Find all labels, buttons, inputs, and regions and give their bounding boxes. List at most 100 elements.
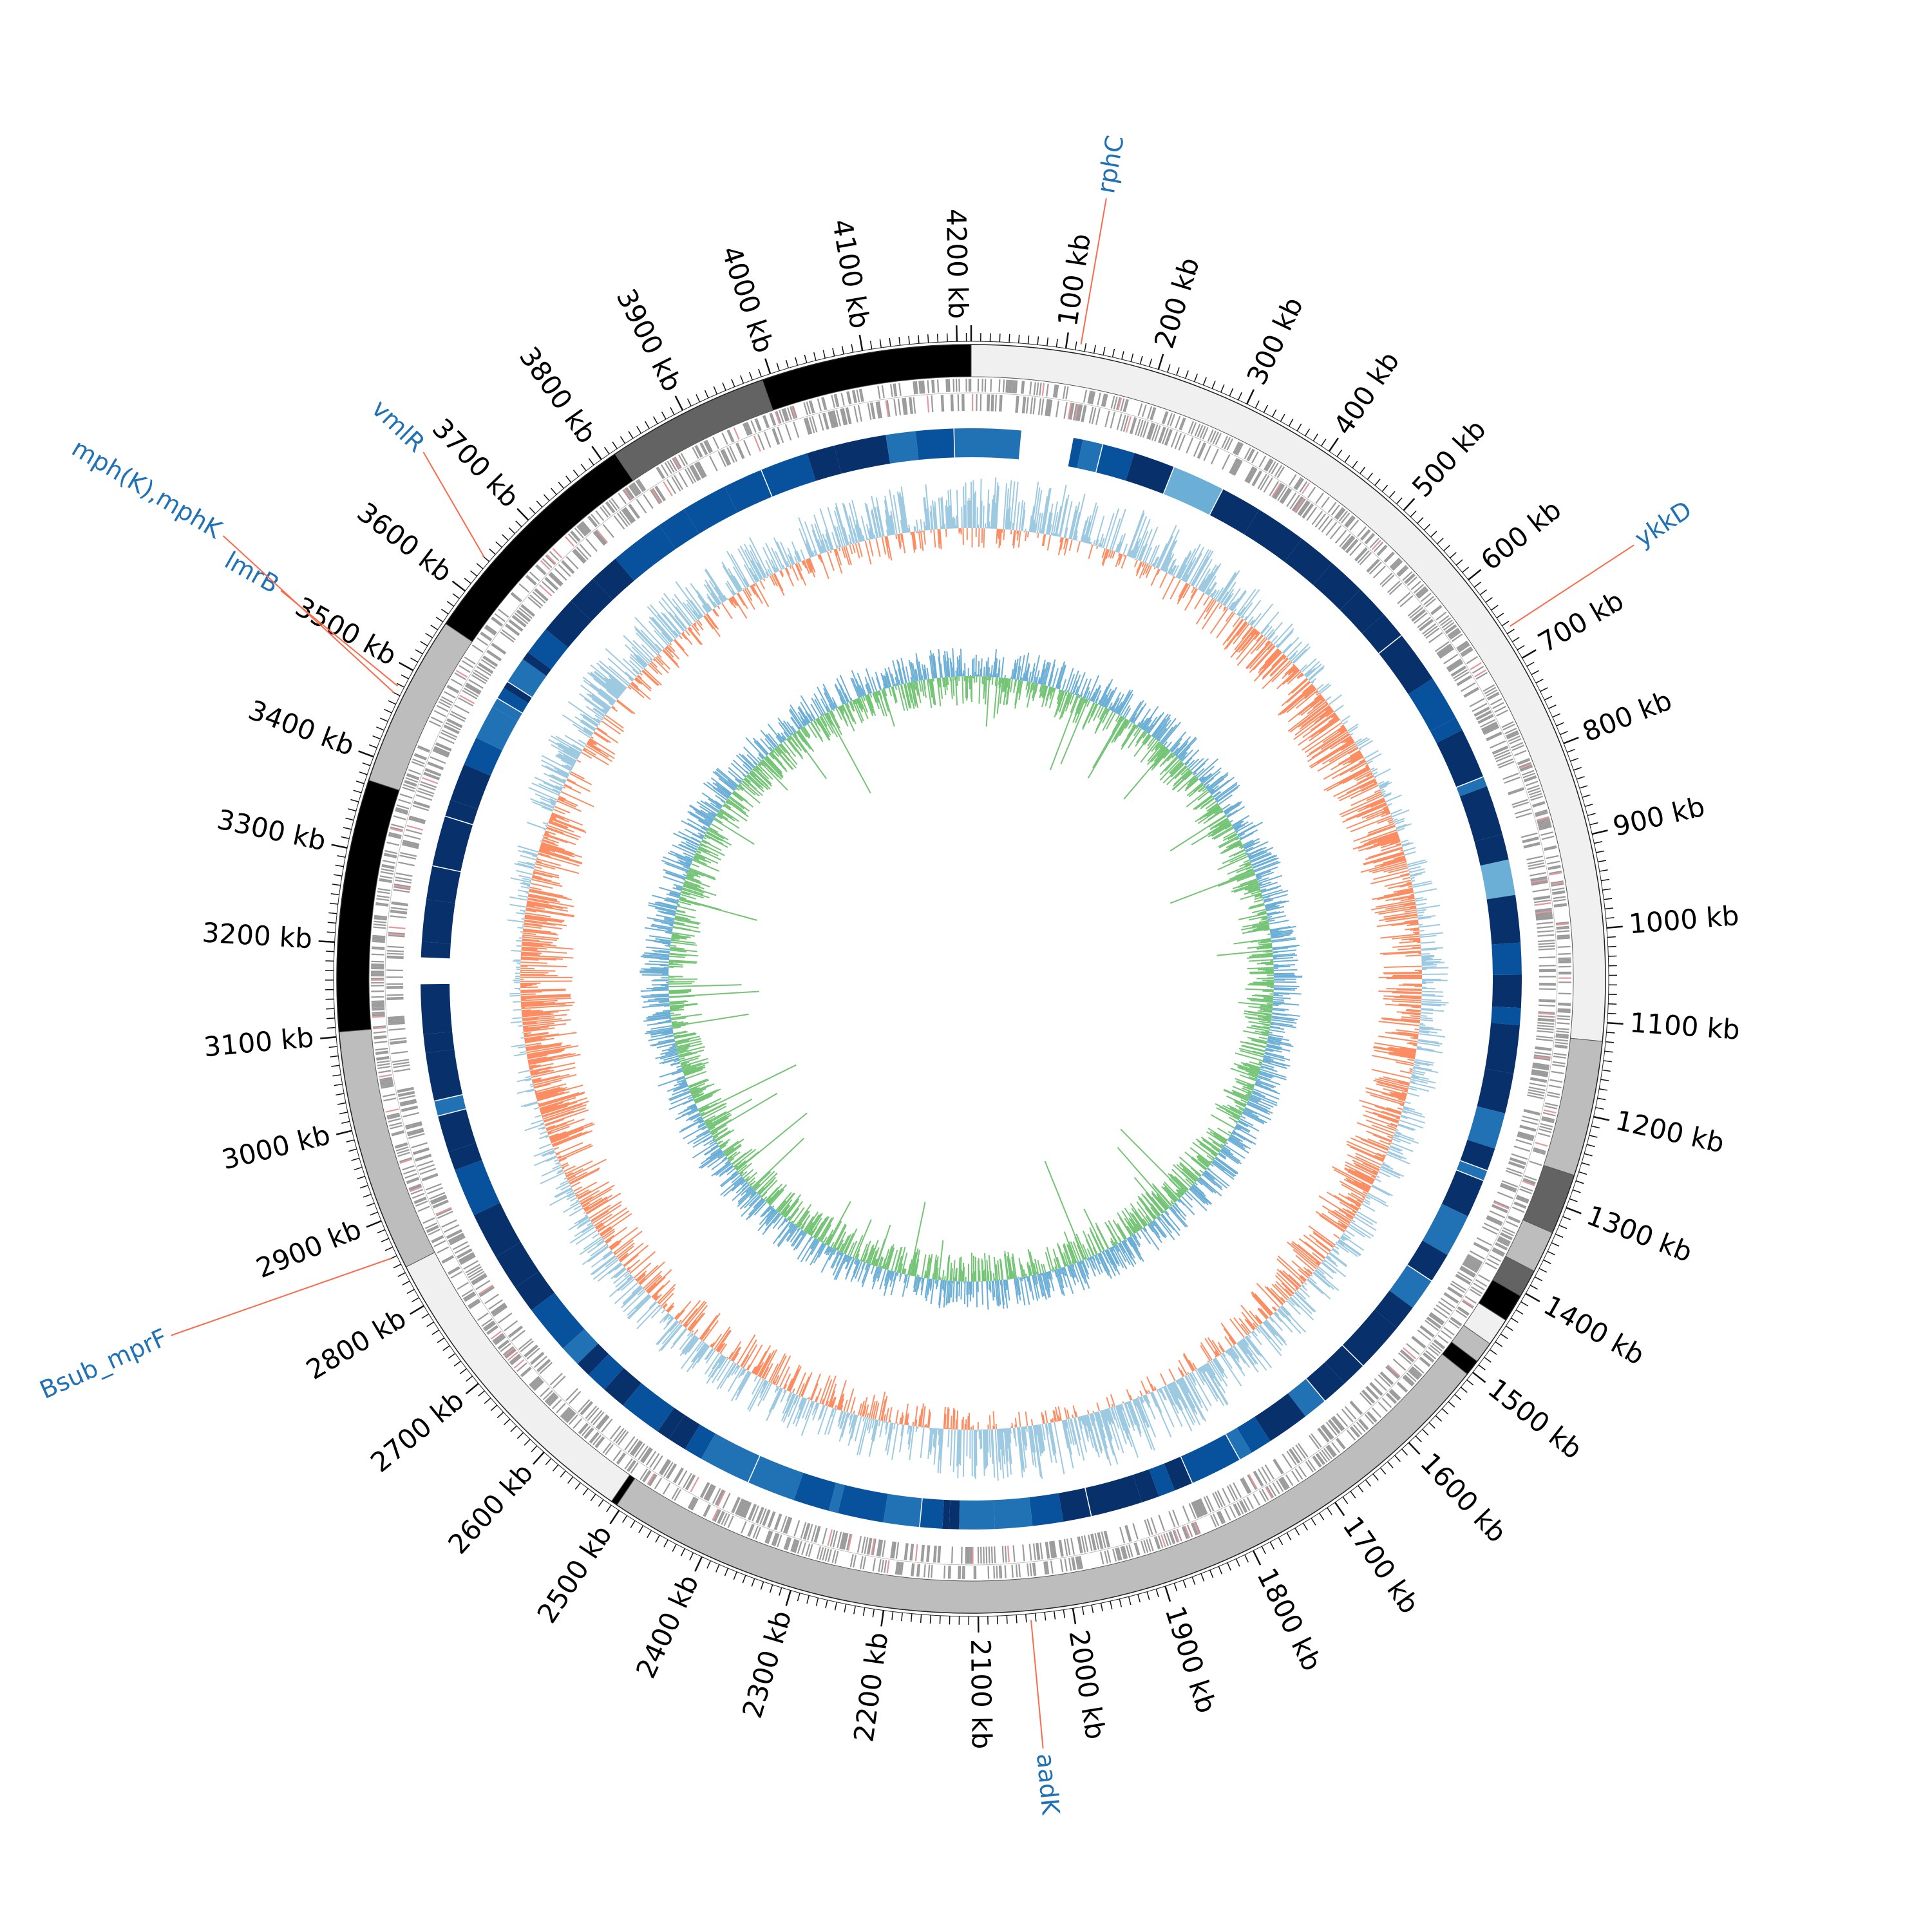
gene-feature-mark (1506, 1220, 1519, 1227)
gene-feature-mark (1195, 1521, 1201, 1534)
gc-content-bar (1169, 568, 1173, 575)
gc-content-bar (1191, 587, 1195, 594)
gene-feature-mark (1071, 1557, 1075, 1571)
gene-feature-mark (486, 624, 497, 634)
gene-feature-mark (428, 720, 441, 728)
gene-feature-mark (1435, 1304, 1451, 1316)
gc-content-bar (1021, 509, 1026, 531)
identity-block (423, 1031, 455, 1054)
gene-feature-mark (1318, 516, 1330, 530)
gene-feature-mark (1410, 580, 1421, 591)
gc-content-bar (868, 539, 874, 557)
gene-feature-mark (399, 1158, 413, 1164)
gene-feature-mark (432, 750, 449, 758)
gc-content-bar (520, 1037, 525, 1039)
gene-feature-mark (821, 397, 826, 410)
gene-feature-mark (1203, 1496, 1212, 1513)
gene-feature-mark (407, 1129, 424, 1135)
gene-feature-mark (1217, 1490, 1226, 1506)
gene-feature-mark (1459, 1267, 1475, 1278)
gene-feature-mark (948, 379, 951, 392)
gene-feature-mark (444, 724, 460, 734)
gc-content-bar (1010, 529, 1012, 535)
gene-feature-mark (1240, 1500, 1248, 1513)
gene-feature-mark (394, 1142, 408, 1148)
gc-content-bar (526, 908, 574, 918)
gene-feature-mark (1369, 1383, 1383, 1396)
gene-feature-mark (918, 1564, 921, 1577)
gene-feature-mark (425, 1183, 442, 1191)
gene-feature-mark (1537, 819, 1550, 824)
gc-content-bar (1168, 558, 1177, 574)
gene-feature-mark (446, 1229, 462, 1238)
gene-feature-mark (715, 1490, 725, 1506)
gene-feature-mark (767, 1511, 775, 1528)
gene-feature-mark (934, 1546, 937, 1563)
gc-content-bar (1223, 594, 1232, 606)
gene-feature-mark (1390, 1390, 1400, 1400)
gene-feature-mark (580, 1401, 592, 1415)
gc-content-bar (1273, 623, 1293, 645)
gene-feature-mark (1502, 723, 1515, 731)
gene-feature-mark (446, 686, 459, 694)
gene-feature-mark (1168, 1511, 1176, 1528)
gene-feature-mark (1158, 1515, 1166, 1531)
gc-content-bar (1076, 541, 1081, 553)
gene-feature-mark (460, 1255, 476, 1265)
gene-feature-mark (1456, 640, 1468, 649)
gene-feature-mark (1336, 509, 1346, 520)
gene-feature-mark (793, 421, 800, 438)
gc-content-bar (538, 1103, 540, 1104)
gene-feature-mark (723, 1513, 730, 1526)
gc-content-bar (1129, 549, 1133, 558)
gene-feature-mark (737, 1499, 746, 1516)
gene-feature-mark (784, 408, 790, 421)
gene-feature-mark (480, 1287, 495, 1298)
gene-feature-mark (1045, 399, 1048, 416)
gene-feature-mark (1280, 1477, 1289, 1490)
gene-feature-mark (1500, 1232, 1513, 1239)
gene-feature-mark (401, 1105, 418, 1111)
gene-feature-mark (414, 753, 428, 759)
gene-feature-mark (754, 419, 761, 431)
gc-content-bar (1059, 537, 1064, 551)
contig-segment (616, 1353, 1468, 1614)
gene-feature-mark (1316, 1453, 1326, 1464)
gene-feature-mark (393, 1068, 411, 1073)
gc-content-bar (1413, 929, 1419, 932)
gene-feature-mark (913, 397, 916, 414)
gene-feature-mark (1489, 1255, 1501, 1262)
identity-block (426, 865, 461, 904)
gene-feature-mark (1167, 413, 1173, 426)
gene-feature-mark (1430, 1312, 1445, 1323)
gc-content-bar (1065, 527, 1068, 538)
gene-feature-mark (1461, 682, 1476, 692)
gene-feature-mark (468, 679, 484, 689)
gc-content-bar (1263, 650, 1281, 670)
gene-feature-mark (1274, 464, 1283, 477)
gene-feature-mark (1434, 1339, 1446, 1349)
gc-content-bar (1209, 608, 1229, 634)
gene-feature-mark (712, 437, 719, 450)
gene-feature-mark (922, 1544, 925, 1562)
gene-feature-mark (845, 407, 851, 424)
gene-feature-mark (1523, 1110, 1540, 1116)
gc-content-bar (901, 533, 906, 554)
gene-feature-mark (1531, 1073, 1548, 1077)
gene-feature-mark (834, 1551, 839, 1564)
gene-feature-mark (1091, 407, 1097, 424)
gene-feature-mark (469, 1300, 481, 1309)
gc-content-bar (1258, 650, 1282, 676)
gc-content-bar (916, 519, 919, 532)
gc-content-bar (1195, 598, 1214, 625)
gene-feature-mark (388, 835, 401, 840)
gene-feature-mark (375, 1052, 389, 1056)
gene-feature-mark (1435, 641, 1450, 652)
identity-block (522, 652, 551, 676)
gc-content-bar (1318, 717, 1340, 734)
gc-content-bar (509, 904, 527, 908)
gc-content-bar (1099, 543, 1103, 547)
gene-feature-mark (1041, 383, 1045, 396)
gene-feature-mark (1464, 688, 1479, 698)
gc-content-bar (1097, 542, 1101, 547)
